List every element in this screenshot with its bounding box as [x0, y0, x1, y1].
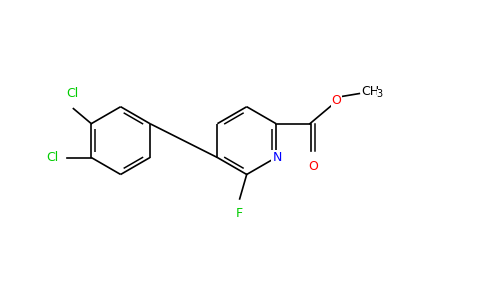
- Text: 3: 3: [377, 89, 383, 100]
- Text: O: O: [332, 94, 341, 106]
- Text: CH: CH: [362, 85, 380, 98]
- Text: N: N: [272, 151, 282, 164]
- Text: F: F: [236, 207, 243, 220]
- Text: Cl: Cl: [66, 87, 78, 100]
- Text: Cl: Cl: [46, 151, 59, 164]
- Text: O: O: [308, 160, 318, 173]
